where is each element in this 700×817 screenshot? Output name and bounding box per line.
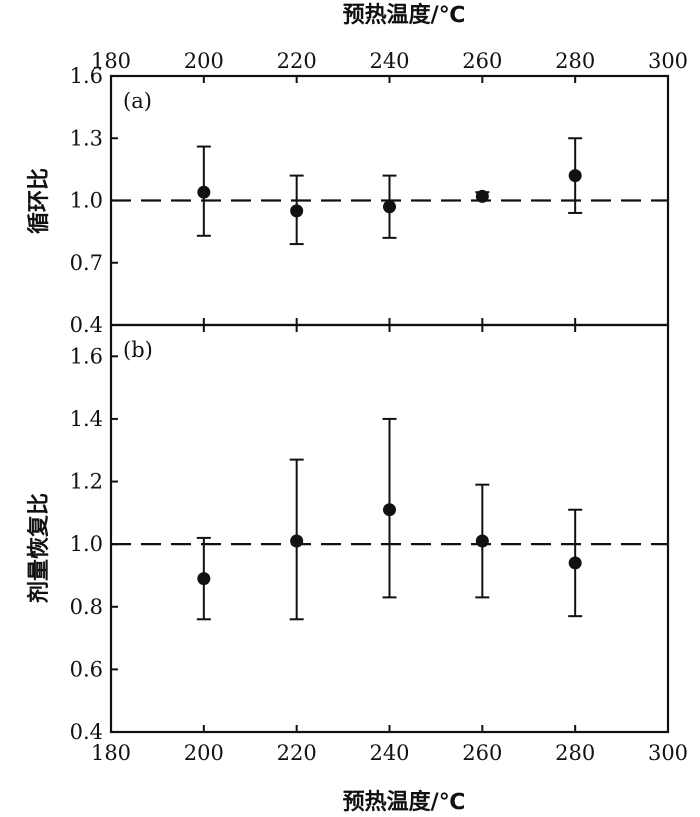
panel-a-data-point xyxy=(197,185,211,199)
panel-b-x-tick-label: 260 xyxy=(462,741,502,765)
panel-b-x-tick-label: 200 xyxy=(184,741,224,765)
panel-b-data-point xyxy=(475,534,489,548)
panel-b-x-tick-label: 300 xyxy=(648,741,688,765)
panel-a-y-tick-label: 1.6 xyxy=(70,64,103,88)
panel-b-label: (b) xyxy=(123,338,153,362)
panel-a-y-tick-label: 1.3 xyxy=(70,126,103,150)
panel-b-y-tick-label: 0.4 xyxy=(70,720,103,744)
panel-a-x-tick-label: 260 xyxy=(462,49,502,73)
panel-a-label: (a) xyxy=(123,89,152,113)
panel-a-x-tick-label: 300 xyxy=(648,49,688,73)
panel-b-x-tick-label: 180 xyxy=(91,741,131,765)
panel-b-x-tick-label: 220 xyxy=(277,741,317,765)
panel-a-x-tick-label: 280 xyxy=(555,49,595,73)
panel-a-data-point xyxy=(568,169,582,183)
panel-b-y-tick-label: 1.2 xyxy=(70,470,103,494)
panel-b-data-point xyxy=(197,572,211,586)
panel-b-y-tick-label: 0.8 xyxy=(70,595,103,619)
panel-a-x-tick-label: 240 xyxy=(369,49,409,73)
panel-b-data-point xyxy=(383,503,396,517)
panel-b-y-tick-label: 0.6 xyxy=(70,657,103,681)
panel-b: 0.4 0.6 0.8 1.0 1.2 1.4 1.6 180 200 220 240 260 280 3… xyxy=(70,323,688,765)
panel-a-y-axis-title: 循环比 xyxy=(26,168,52,234)
panel-a-data-point xyxy=(290,204,304,218)
top-x-axis-title: 预热温度/℃ xyxy=(343,2,466,28)
panel-a-x-tick-label: 220 xyxy=(277,49,317,73)
panel-a-x-tick-label: 200 xyxy=(184,49,224,73)
panel-b-y-axis-title: 剂量恢复比 xyxy=(26,493,52,603)
panel-b-y-tick-label: 1.0 xyxy=(70,532,103,556)
panel-a-y-tick-label: 0.7 xyxy=(70,251,103,275)
panel-a-data-point xyxy=(475,189,489,203)
panel-b-x-tick-label: 280 xyxy=(555,741,595,765)
panel-b-y-tick-label: 1.6 xyxy=(70,344,103,368)
panel-b-data-point xyxy=(290,534,304,548)
panel-a-y-tick-label: 1.0 xyxy=(70,189,103,213)
panel-a-data-point xyxy=(383,200,396,214)
bottom-x-axis-title: 预热温度/℃ xyxy=(343,789,466,815)
panel-b-data-point xyxy=(568,556,582,570)
panel-b-y-tick-label: 1.4 xyxy=(70,407,103,431)
panel-b-x-tick-label: 240 xyxy=(369,741,409,765)
panel-a-x-tick-label: 180 xyxy=(91,49,131,73)
panel-a-y-tick-label: 0.4 xyxy=(70,313,103,337)
